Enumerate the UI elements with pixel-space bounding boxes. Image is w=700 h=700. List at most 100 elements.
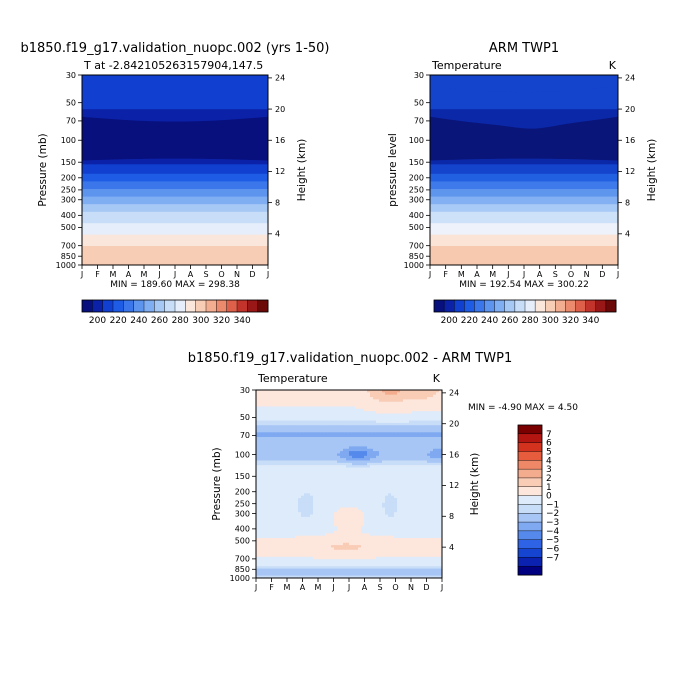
diff-cell (343, 474, 347, 478)
diff-cell (340, 488, 344, 492)
diff-cell (256, 451, 260, 454)
diff-cell (268, 521, 272, 525)
diff-cell (421, 458, 425, 461)
diff-cell (349, 420, 353, 424)
diff-cell (382, 484, 386, 487)
diff-cell (406, 394, 410, 398)
diff-cell (379, 472, 383, 476)
diff-cell (355, 528, 359, 532)
diff-cell (388, 465, 392, 469)
diff-cell (373, 514, 377, 518)
diff-cell (271, 472, 275, 476)
diff-cell (403, 481, 407, 485)
diff-cell (364, 488, 368, 492)
diff-cell (433, 429, 437, 433)
diff-cell (412, 505, 416, 508)
diff-cell (337, 502, 341, 506)
diff-cell (391, 493, 395, 497)
diff-cell (439, 390, 442, 393)
diff-cell (286, 521, 290, 525)
diff-cell (346, 462, 350, 466)
diff-cell (382, 516, 386, 520)
diff-cell (358, 441, 362, 445)
diff-cell (373, 549, 377, 553)
diff-cell (259, 538, 263, 541)
diff-cell (400, 399, 404, 403)
diff-cell (394, 425, 398, 429)
colorbar-swatch (514, 299, 526, 313)
diff-cell (424, 549, 428, 553)
diff-cell (367, 474, 371, 478)
diff-cell (265, 408, 269, 412)
diff-cell (424, 406, 428, 410)
diff-cell (352, 434, 356, 438)
diff-cell (391, 439, 395, 443)
height-tick-label: 8 (275, 198, 280, 207)
diff-cell (358, 422, 362, 426)
diff-cell (328, 486, 332, 490)
diff-cell (373, 516, 377, 520)
diff-cell (373, 397, 377, 400)
diff-cell (436, 408, 440, 412)
diff-cell (301, 422, 305, 426)
diff-cell (256, 467, 260, 471)
diff-cell (412, 535, 416, 539)
diff-cell (262, 531, 266, 534)
diff-cell (274, 556, 278, 560)
diff-cell (439, 484, 442, 487)
diff-cell (382, 462, 386, 466)
month-tick-label: D (249, 270, 255, 279)
diff-cell (301, 418, 305, 422)
diff-cell (439, 451, 442, 454)
diff-cell (439, 533, 442, 537)
diff-cell (343, 446, 347, 450)
diff-cell (256, 495, 260, 499)
diff-cell (295, 528, 299, 532)
diff-cell (439, 460, 442, 464)
diff-cell (397, 514, 401, 518)
diff-cell (382, 399, 386, 403)
diff-cell (415, 399, 419, 403)
diff-cell (313, 498, 317, 501)
diff-cell (379, 392, 383, 396)
diff-cell (331, 542, 335, 546)
colorbar-swatch (605, 299, 617, 313)
month-tick-label: A (188, 270, 194, 279)
diff-cell (268, 467, 272, 471)
diff-cell (286, 408, 290, 412)
diff-cell (403, 559, 407, 563)
diff-cell (352, 446, 356, 450)
diff-cell (325, 498, 329, 501)
diff-cell (277, 509, 281, 513)
diff-cell (385, 446, 389, 450)
diff-cell (259, 472, 263, 476)
diff-cell (436, 566, 440, 570)
diff-cell (361, 495, 365, 499)
diff-cell (427, 514, 431, 518)
diff-cell (427, 521, 431, 525)
diff-cell (367, 415, 371, 419)
diff-cell (322, 408, 326, 412)
diff-cell (388, 437, 392, 440)
diff-cell (367, 528, 371, 532)
diff-cell (415, 451, 419, 454)
diff-cell (349, 413, 353, 417)
diff-cell (295, 441, 299, 445)
diff-cell (298, 481, 302, 485)
diff-cell (364, 462, 368, 466)
diff-cell (289, 448, 293, 452)
diff-cell (307, 479, 311, 483)
diff-cell (316, 444, 320, 447)
diff-cell (361, 509, 365, 513)
diff-cell (262, 493, 266, 497)
diff-cell (346, 500, 350, 504)
diff-cell (427, 446, 431, 450)
diff-cell (295, 512, 299, 516)
panel-obs-stats: MIN = 192.54 MAX = 300.22 (459, 280, 589, 290)
diff-cell (337, 533, 341, 537)
diff-cell (304, 505, 308, 508)
diff-cell (274, 519, 278, 523)
diff-cell (412, 460, 416, 464)
diff-cell (313, 484, 317, 487)
diff-cell (385, 514, 389, 518)
